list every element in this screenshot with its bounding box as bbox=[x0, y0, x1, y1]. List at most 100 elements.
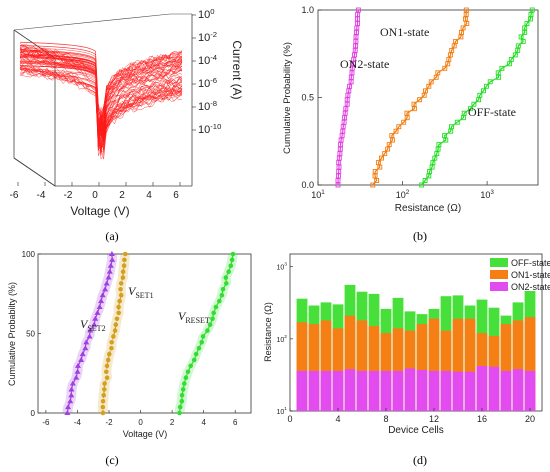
series-point-2 bbox=[460, 115, 466, 121]
bar-on2-state bbox=[476, 366, 488, 411]
series-point-1 bbox=[464, 21, 470, 26]
iv-curve bbox=[19, 48, 183, 136]
bar-on1-state bbox=[296, 322, 308, 411]
y-tick-label: 10-10 bbox=[198, 122, 221, 136]
panel-c-ticks: -6 -4 -2 0 2 4 6 0 50 100 bbox=[22, 250, 238, 427]
bar-on1-state bbox=[452, 318, 464, 411]
series-point-1 bbox=[104, 363, 110, 369]
series-point-2 bbox=[220, 287, 226, 292]
series-point-0 bbox=[338, 142, 344, 148]
series-point-1 bbox=[114, 316, 120, 322]
series-point-0 bbox=[105, 274, 112, 280]
series-point-2 bbox=[200, 334, 206, 339]
series-point-1 bbox=[118, 281, 124, 286]
bar-on1-state bbox=[500, 324, 512, 411]
series-point-2 bbox=[520, 38, 526, 44]
y-tick-label: 0.5 bbox=[301, 93, 314, 103]
series-point-2 bbox=[219, 292, 225, 298]
series-point-2 bbox=[434, 151, 440, 157]
series-point-0 bbox=[73, 374, 80, 380]
series-point-2 bbox=[506, 61, 512, 67]
series-point-0 bbox=[64, 410, 71, 415]
series-point-0 bbox=[98, 298, 105, 304]
panel-a-box-top bbox=[13, 13, 192, 31]
x-tick-label: 6 bbox=[173, 190, 179, 201]
panel-c-cumulative-voltage: -6 -4 -2 0 2 4 6 0 50 100 VSET2 VSET1 VRESET Volt… bbox=[7, 250, 252, 467]
series-point-0 bbox=[340, 124, 346, 130]
y-tick-label: 101 bbox=[276, 406, 287, 416]
series-point-1 bbox=[118, 292, 124, 298]
series-point-1 bbox=[447, 52, 453, 58]
series-point-1 bbox=[435, 70, 441, 76]
series-point-2 bbox=[196, 345, 202, 351]
panel-b-series-label-off: OFF-state bbox=[468, 105, 516, 119]
y-tick-label: 10-8 bbox=[198, 99, 217, 113]
series-point-1 bbox=[389, 137, 395, 143]
bar-on1-state bbox=[356, 320, 368, 411]
series-point-1 bbox=[102, 381, 107, 386]
panel-b-cumulative-resistance: 101 102 103 0.0 0.5 1.0 ON2-state ON1-state O… bbox=[282, 5, 539, 243]
y-tick-label: 103 bbox=[276, 262, 287, 272]
bar-on1-state bbox=[512, 320, 524, 411]
series-point-2 bbox=[522, 25, 528, 31]
series-line-0 bbox=[66, 253, 113, 414]
x-tick-label: 6 bbox=[233, 418, 238, 427]
bar-on1-state bbox=[428, 318, 440, 411]
series-point-0 bbox=[65, 404, 72, 410]
bar-on2-state bbox=[428, 370, 440, 411]
bar-on1-state bbox=[320, 320, 332, 411]
series-point-0 bbox=[68, 386, 75, 392]
bar-on2-state bbox=[308, 370, 320, 411]
bar-on2-state bbox=[332, 370, 344, 411]
series-point-1 bbox=[100, 398, 106, 404]
series-point-0 bbox=[354, 25, 360, 31]
iv-curve bbox=[19, 68, 183, 152]
panel-b-ticks: 101 102 103 0.0 0.5 1.0 bbox=[301, 5, 494, 200]
series-point-0 bbox=[74, 362, 81, 368]
series-point-0 bbox=[106, 268, 113, 274]
series-point-2 bbox=[432, 155, 438, 161]
panel-c-label: (c) bbox=[105, 453, 118, 467]
panel-c-ylabel: Cumulative Probabilty (%) bbox=[7, 282, 17, 386]
panel-b-ylabel: Cumulative Probability (%) bbox=[282, 42, 293, 154]
x-tick-label: -2 bbox=[105, 418, 113, 427]
series-point-0 bbox=[99, 292, 106, 298]
series-point-2 bbox=[211, 310, 216, 316]
x-tick-label: 4 bbox=[201, 418, 206, 427]
series-point-1 bbox=[105, 357, 111, 363]
series-point-1 bbox=[396, 124, 402, 130]
series-point-2 bbox=[430, 160, 436, 166]
series-point-2 bbox=[188, 363, 193, 369]
series-point-1 bbox=[375, 160, 381, 166]
series-point-0 bbox=[335, 182, 341, 188]
series-point-2 bbox=[515, 43, 521, 49]
series-point-1 bbox=[112, 328, 118, 333]
series-point-1 bbox=[377, 164, 383, 170]
bar-on2-state bbox=[524, 370, 536, 411]
series-point-2 bbox=[205, 328, 210, 333]
series-point-0 bbox=[336, 169, 342, 174]
x-tick-label: 12 bbox=[429, 414, 439, 424]
series-point-2 bbox=[429, 164, 435, 170]
series-point-0 bbox=[92, 315, 99, 321]
series-point-2 bbox=[496, 74, 502, 80]
series-point-2 bbox=[182, 381, 187, 386]
series-point-1 bbox=[453, 38, 459, 44]
series-point-2 bbox=[226, 269, 231, 275]
series-point-1 bbox=[109, 345, 114, 351]
series-point-1 bbox=[107, 351, 112, 357]
series-point-0 bbox=[68, 392, 75, 398]
x-tick-label: 20 bbox=[525, 414, 535, 424]
series-point-0 bbox=[107, 262, 114, 268]
bar-on2-state bbox=[464, 371, 476, 411]
series-point-0 bbox=[348, 79, 354, 85]
series-point-1 bbox=[102, 387, 107, 392]
series-point-0 bbox=[87, 327, 94, 333]
legend-swatch bbox=[490, 258, 508, 267]
series-point-2 bbox=[191, 357, 197, 363]
y-tick-label: 102 bbox=[276, 334, 287, 344]
bar-on1-state bbox=[464, 318, 476, 411]
series-point-1 bbox=[113, 322, 119, 328]
series-point-1 bbox=[417, 97, 423, 103]
panel-b-series-label-on1: ON1-state bbox=[380, 25, 429, 39]
